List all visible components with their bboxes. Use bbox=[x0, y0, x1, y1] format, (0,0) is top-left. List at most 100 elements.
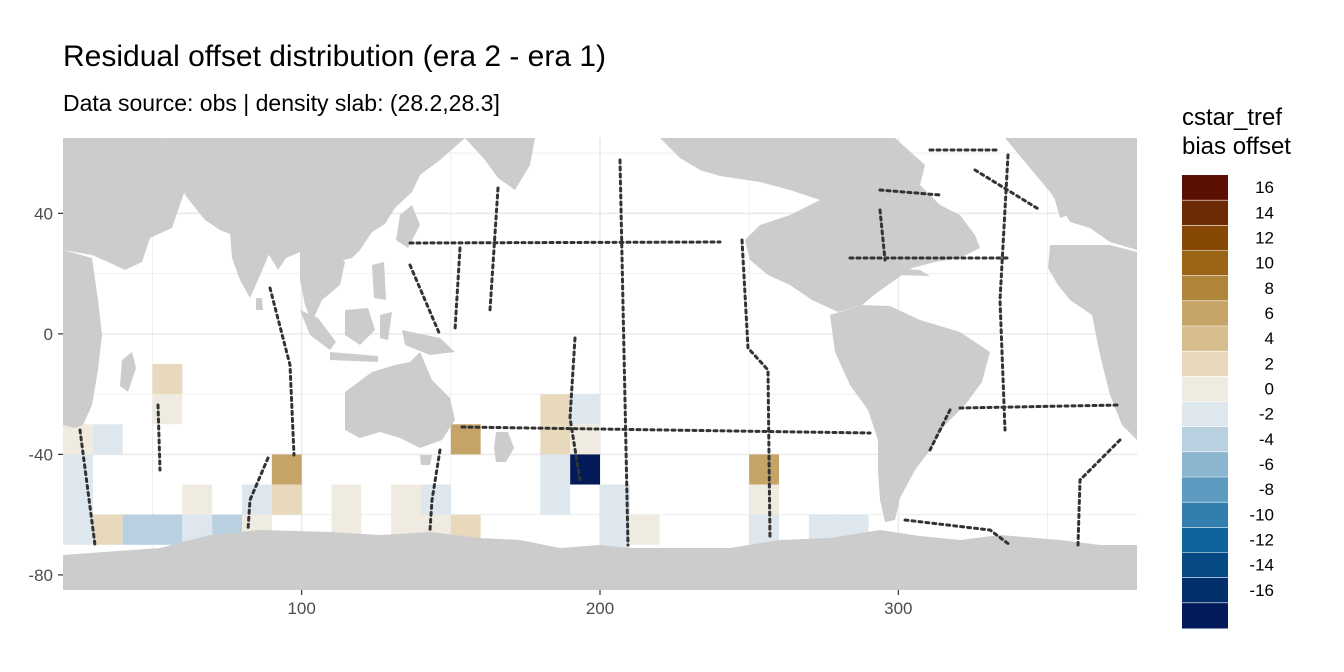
heatmap-cells bbox=[63, 364, 869, 575]
track-15 bbox=[998, 153, 1010, 432]
track-8 bbox=[156, 403, 162, 472]
track-14 bbox=[958, 403, 1122, 410]
heatmap-cell bbox=[450, 424, 481, 455]
x-tick-label: 100 bbox=[287, 599, 315, 618]
land-newzealand bbox=[494, 432, 514, 462]
legend-label: 14 bbox=[1255, 203, 1274, 222]
heatmap-cell bbox=[749, 484, 779, 515]
land-africa bbox=[63, 138, 185, 270]
track-11 bbox=[488, 186, 500, 312]
y-tick-label: 0 bbox=[44, 325, 53, 344]
track-5 bbox=[408, 240, 722, 245]
legend-label: -12 bbox=[1249, 531, 1274, 550]
x-tick-label: 300 bbox=[884, 599, 912, 618]
land-south-america bbox=[830, 305, 990, 522]
legend-label: 6 bbox=[1265, 304, 1274, 323]
land-eurasia bbox=[160, 138, 465, 290]
legend-swatch bbox=[1182, 300, 1228, 327]
chart-subtitle: Data source: obs | density slab: (28.2,2… bbox=[63, 90, 500, 116]
land-indochina bbox=[300, 248, 345, 322]
land-borneo bbox=[345, 308, 375, 345]
legend-label: 12 bbox=[1255, 229, 1274, 248]
track-4 bbox=[568, 336, 582, 482]
land-kamchatka bbox=[465, 138, 535, 190]
heatmap-cell bbox=[570, 394, 600, 425]
land-africa-east bbox=[1048, 245, 1137, 440]
track-20 bbox=[878, 208, 887, 262]
land-masses bbox=[63, 138, 1137, 590]
legend-swatch bbox=[1182, 451, 1228, 478]
legend-label: -14 bbox=[1249, 556, 1274, 575]
legend-swatch bbox=[1182, 577, 1228, 604]
legend-swatch bbox=[1182, 351, 1228, 377]
land-srilanka bbox=[256, 298, 263, 310]
track-18 bbox=[1076, 438, 1122, 547]
track-22 bbox=[878, 188, 942, 197]
legend-swatch bbox=[1182, 477, 1228, 503]
track-9 bbox=[246, 456, 270, 532]
land-india bbox=[230, 232, 270, 298]
legend-label: 16 bbox=[1255, 178, 1274, 197]
legend-label: 2 bbox=[1265, 354, 1274, 373]
heatmap-cell bbox=[600, 514, 630, 545]
heatmap-cell bbox=[63, 514, 93, 545]
track-21 bbox=[928, 408, 952, 452]
legend-label: -10 bbox=[1249, 505, 1274, 524]
land-japan bbox=[396, 205, 420, 248]
legend-swatch bbox=[1182, 275, 1228, 302]
y-tick-label: -40 bbox=[28, 445, 53, 464]
heatmap-cell bbox=[749, 454, 779, 485]
heatmap-cell bbox=[92, 514, 123, 545]
chart-title: Residual offset distribution (era 2 - er… bbox=[63, 40, 607, 73]
heatmap-cell bbox=[271, 454, 302, 485]
legend-label: 4 bbox=[1265, 329, 1274, 348]
land-newguinea bbox=[402, 330, 455, 355]
y-tick-label: -80 bbox=[28, 566, 53, 585]
legend-label: -6 bbox=[1259, 455, 1274, 474]
heatmap-cell bbox=[63, 454, 93, 485]
heatmap-cell bbox=[421, 484, 451, 515]
legend-swatch bbox=[1182, 175, 1228, 201]
heatmap-cell bbox=[182, 484, 213, 515]
land-sulawesi bbox=[380, 312, 392, 340]
heatmap-cell bbox=[152, 514, 183, 545]
heatmap-cell bbox=[749, 514, 779, 545]
track-2 bbox=[618, 158, 630, 547]
legend-title: cstar_tref bias offset bbox=[1182, 103, 1291, 161]
legend-label: 0 bbox=[1265, 380, 1274, 399]
heatmap-cell bbox=[540, 394, 571, 425]
legend-title-line-2: bias offset bbox=[1182, 133, 1291, 160]
legend-label: -2 bbox=[1259, 405, 1274, 424]
track-7 bbox=[268, 286, 296, 457]
legend-swatch bbox=[1182, 426, 1228, 453]
legend-swatch bbox=[1182, 527, 1228, 553]
heatmap-cell bbox=[540, 484, 571, 515]
land-antarctica bbox=[63, 530, 1137, 590]
track-13 bbox=[453, 246, 462, 332]
land-north-america bbox=[745, 185, 980, 312]
land-alaska bbox=[660, 138, 925, 228]
y-tick-label: 40 bbox=[34, 204, 53, 223]
track-16 bbox=[973, 168, 1042, 212]
x-tick-label: 200 bbox=[586, 599, 614, 618]
heatmap-cell bbox=[331, 484, 362, 515]
legend-swatch bbox=[1182, 225, 1228, 251]
land-caribbean bbox=[890, 268, 930, 276]
ship-tracks bbox=[78, 148, 1122, 547]
heatmap-cell bbox=[570, 454, 600, 485]
legend-label: 8 bbox=[1265, 279, 1274, 298]
legend-swatch bbox=[1182, 326, 1228, 352]
heatmap-cell bbox=[122, 514, 153, 545]
track-23 bbox=[78, 428, 97, 547]
legend-label: 10 bbox=[1255, 254, 1274, 273]
legend-swatch bbox=[1182, 200, 1228, 226]
track-12 bbox=[408, 263, 442, 337]
legend-swatch bbox=[1182, 552, 1228, 579]
track-19 bbox=[903, 518, 1012, 547]
legend-swatch bbox=[1182, 376, 1228, 402]
heatmap-cell bbox=[629, 514, 660, 545]
land-philippines bbox=[372, 262, 386, 300]
track-1 bbox=[460, 425, 872, 435]
land-africa-south bbox=[63, 250, 102, 428]
